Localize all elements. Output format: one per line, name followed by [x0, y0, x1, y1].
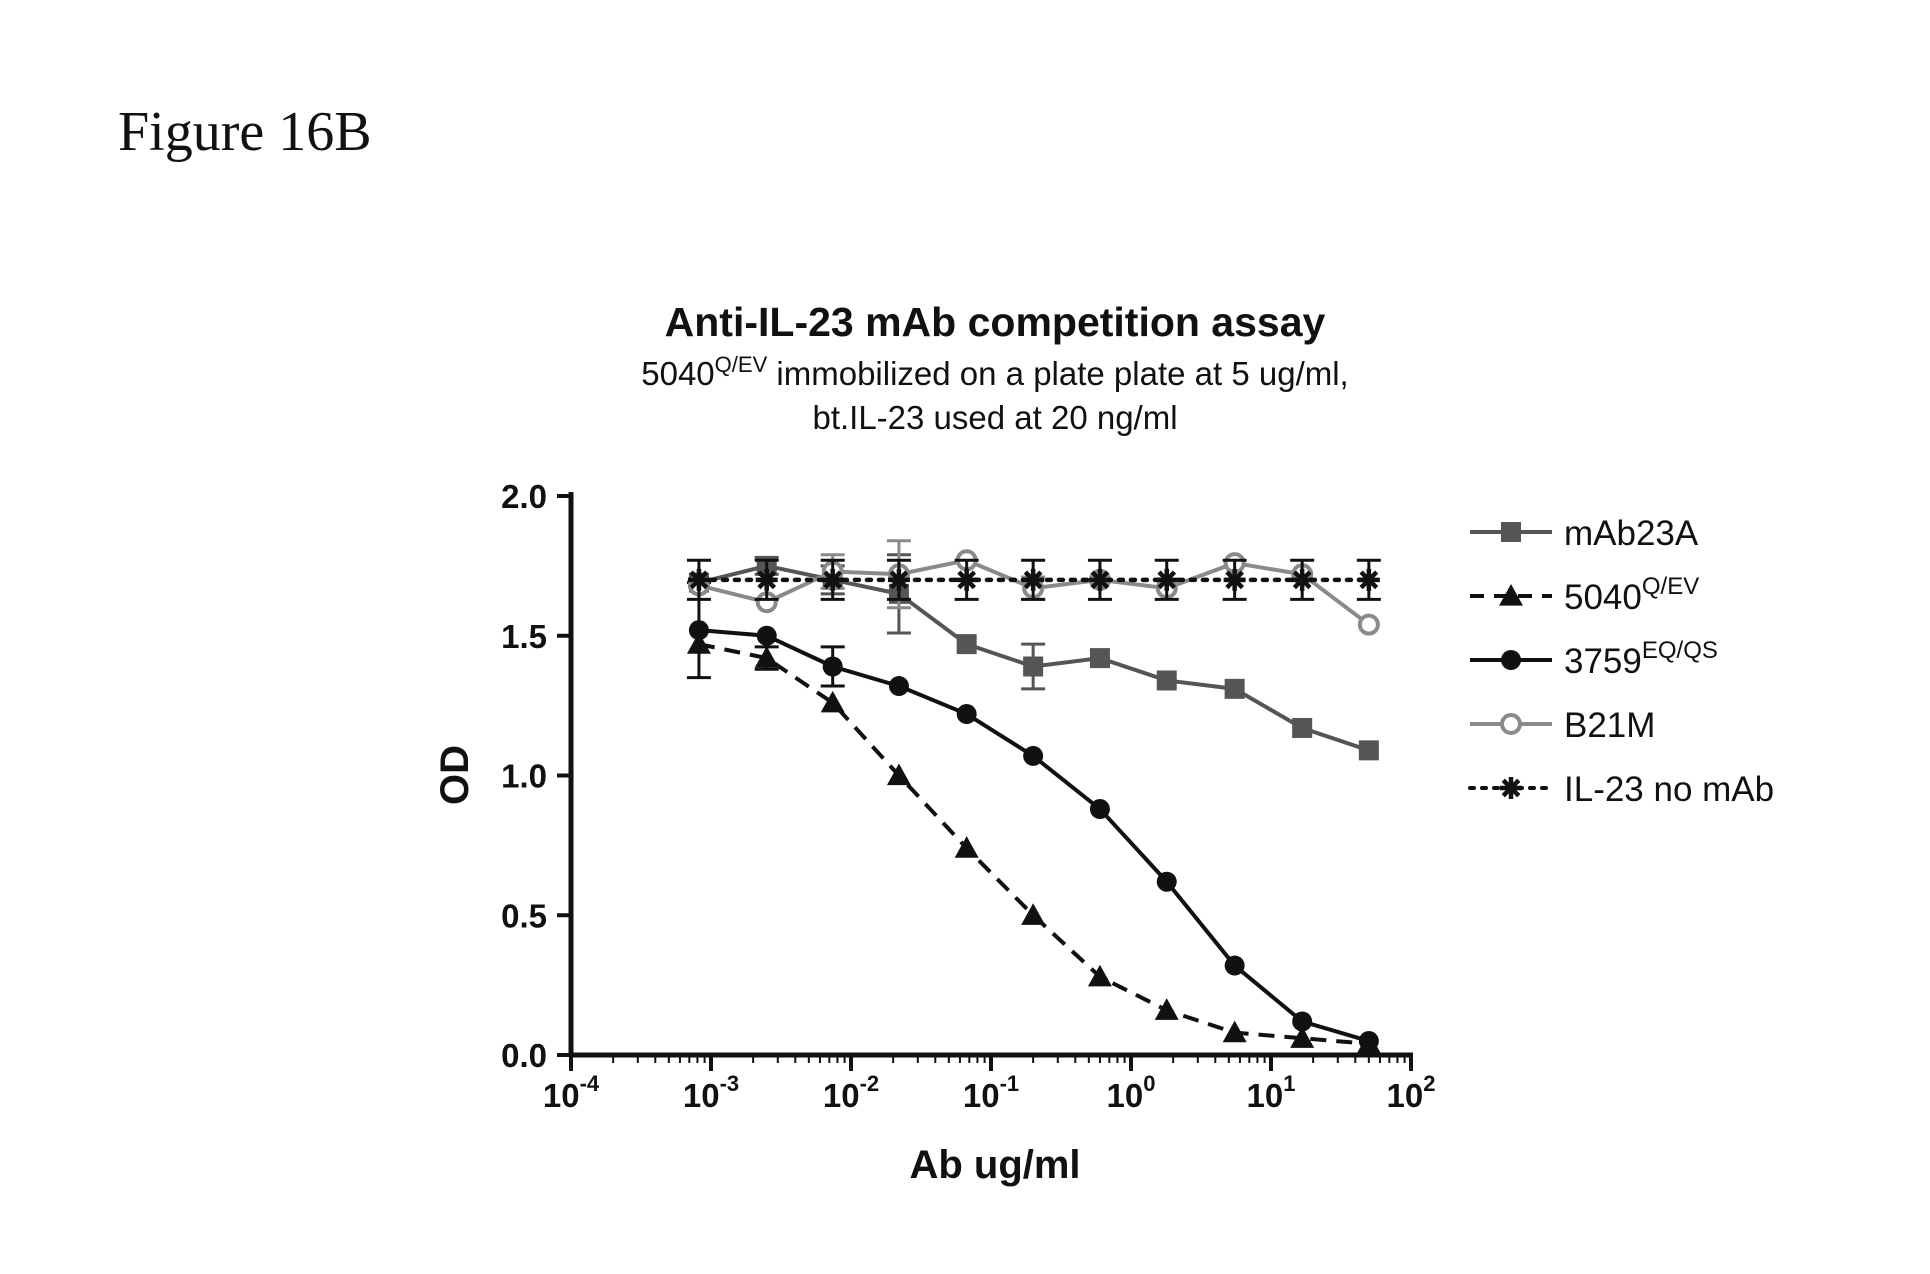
legend-marker: [1500, 777, 1522, 799]
legend-item: IL-23 no mAb: [1468, 770, 1774, 809]
data-point: [1088, 568, 1111, 591]
chart-title: Anti-IL-23 mAb competition assay: [665, 299, 1326, 345]
legend-item: mAb23A: [1470, 514, 1699, 553]
data-point: [1224, 955, 1245, 976]
data-point: [1292, 717, 1313, 738]
data-point: [954, 836, 979, 858]
legend-item: 3759EQ/QS: [1470, 637, 1718, 681]
series-4: [686, 558, 1381, 601]
data-point: [820, 690, 845, 713]
legend-label: B21M: [1564, 706, 1655, 745]
data-point: [1023, 745, 1044, 766]
data-point: [821, 568, 844, 591]
data-point: [1087, 964, 1112, 987]
data-point: [888, 676, 909, 697]
x-tick-label: 10-4: [543, 1071, 600, 1114]
plot-area: [686, 539, 1381, 1054]
data-point: [688, 620, 709, 641]
data-point: [755, 568, 778, 591]
legend-label: IL-23 no mAb: [1564, 770, 1774, 809]
x-tick-label: 101: [1247, 1071, 1296, 1114]
data-point: [887, 568, 910, 591]
data-point: [1023, 656, 1044, 677]
series-line: [698, 628, 1370, 1043]
data-point: [1089, 799, 1110, 820]
series-1: [686, 632, 1381, 1054]
data-point: [1358, 1031, 1379, 1052]
chart-subtitle: 5040Q/EV immobilized on a plate plate at…: [641, 352, 1348, 436]
x-tick-label: 102: [1387, 1071, 1436, 1114]
legend-marker: [1501, 522, 1521, 542]
legend-marker: [1501, 650, 1521, 670]
data-point: [1224, 678, 1245, 699]
y-tick-label: 0.0: [501, 1037, 547, 1074]
data-point: [1292, 1011, 1313, 1032]
legend-item: 5040Q/EV: [1470, 573, 1699, 617]
data-point: [1021, 903, 1046, 925]
data-point: [1357, 568, 1380, 591]
data-point: [756, 625, 777, 646]
legend-label: mAb23A: [1564, 514, 1699, 553]
data-point: [1290, 1026, 1315, 1048]
x-axis-label: Ab ug/ml: [909, 1143, 1080, 1187]
legend-label: 3759EQ/QS: [1564, 637, 1718, 681]
data-point: [822, 656, 843, 677]
series-2: [686, 581, 1379, 1052]
data-point: [1154, 998, 1179, 1020]
data-point: [1358, 740, 1379, 761]
data-point: [1155, 568, 1178, 591]
figure-label: Figure 16B: [118, 101, 372, 163]
data-point: [956, 634, 977, 655]
data-point: [1223, 568, 1246, 591]
legend-marker: [1499, 584, 1523, 606]
data-point: [1357, 613, 1380, 636]
x-tick-label: 100: [1107, 1071, 1156, 1114]
series-line: [698, 642, 1370, 1046]
axes: 0.0 0.5 1.0 1.5 2.0 10-4 10-3 10-2 10-1 100 101 102: [501, 478, 1435, 1114]
subtitle-line: 5040Q/EV immobilized on a plate plate at…: [641, 352, 1348, 392]
legend: mAb23A 5040Q/EV 3759EQ/QS B21M IL-23 no mAb: [1468, 514, 1774, 809]
data-point: [1156, 871, 1177, 892]
legend-marker: [1500, 713, 1522, 735]
x-tick-label: 10-2: [823, 1071, 879, 1114]
data-point: [1291, 568, 1314, 591]
y-tick-label: 0.5: [501, 897, 547, 934]
data-point: [754, 646, 779, 668]
data-point: [1089, 648, 1110, 669]
data-point: [687, 568, 710, 591]
legend-item: B21M: [1470, 706, 1655, 745]
data-point: [886, 763, 911, 786]
x-tick-label: 10-3: [683, 1071, 739, 1114]
y-tick-label: 1.5: [501, 618, 547, 655]
data-point: [956, 704, 977, 725]
data-point: [1222, 1020, 1247, 1043]
y-tick-label: 2.0: [501, 478, 547, 515]
data-point: [955, 568, 978, 591]
data-point: [1156, 670, 1177, 691]
data-point: [1022, 568, 1045, 591]
legend-label: 5040Q/EV: [1564, 573, 1699, 617]
x-tick-label: 10-1: [963, 1071, 1019, 1114]
y-tick-label: 1.0: [501, 758, 547, 795]
subtitle-line: bt.IL-23 used at 20 ng/ml: [812, 399, 1177, 436]
y-axis-label: OD: [433, 745, 477, 805]
